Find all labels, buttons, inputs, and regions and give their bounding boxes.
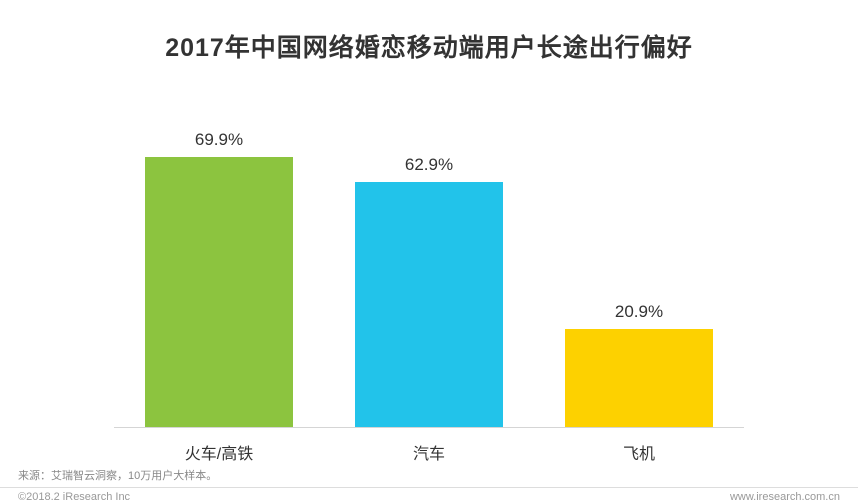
bar-category-label: 火车/高铁 bbox=[184, 446, 254, 463]
bar bbox=[145, 157, 293, 427]
bar-category-label: 飞机 bbox=[622, 446, 655, 463]
source-note: 来源：艾瑞智云洞察，10万用户大样本。 bbox=[18, 470, 218, 482]
bar-value-label: 20.9% bbox=[614, 302, 664, 321]
footer-website: www.iresearch.com.cn bbox=[729, 491, 840, 503]
bar-category-label: 汽车 bbox=[412, 446, 445, 463]
bar-value-label: 62.9% bbox=[404, 155, 454, 174]
footer-copyright: ©2018.2 iResearch Inc bbox=[18, 491, 131, 503]
chart-title: 2017年中国网络婚恋移动端用户长途出行偏好 bbox=[165, 34, 693, 62]
plot-area: 69.9% 62.9% 20.9% bbox=[114, 118, 744, 428]
bar-group: 20.9% bbox=[565, 302, 713, 427]
bar bbox=[355, 182, 503, 427]
bar bbox=[565, 329, 713, 427]
bar-value-label: 69.9% bbox=[194, 130, 244, 149]
bar-group: 69.9% bbox=[145, 130, 293, 427]
bar-group: 62.9% bbox=[355, 155, 503, 427]
footer-divider bbox=[0, 487, 858, 488]
category-axis: 火车/高铁 汽车 飞机 bbox=[114, 440, 744, 464]
